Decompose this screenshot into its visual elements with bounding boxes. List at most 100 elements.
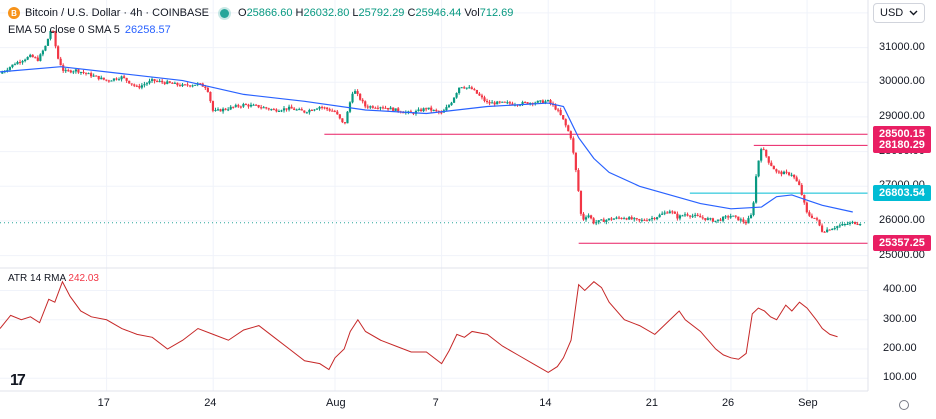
candle-body xyxy=(544,101,547,104)
candle-body xyxy=(574,152,577,171)
chevron-down-icon xyxy=(909,10,918,16)
candle-body xyxy=(308,109,311,113)
candle-body xyxy=(610,218,613,220)
candle-body xyxy=(87,73,90,75)
candle-body xyxy=(447,105,451,108)
candle-body xyxy=(485,100,489,103)
candle-body xyxy=(798,181,801,186)
candle-body xyxy=(336,111,339,115)
candle-body xyxy=(419,109,423,112)
candle-body xyxy=(709,218,712,220)
candle-body xyxy=(622,218,626,220)
candle-body xyxy=(719,219,722,221)
candle-body xyxy=(699,215,702,218)
candle-body xyxy=(285,108,288,110)
time-tick-label: 7 xyxy=(432,397,439,409)
candle-body xyxy=(658,214,661,218)
candle-body xyxy=(315,108,319,110)
candle-body xyxy=(554,105,557,110)
candle-body xyxy=(166,81,169,84)
candle-body xyxy=(133,84,136,86)
candle-body xyxy=(254,104,258,106)
candle-body xyxy=(633,218,636,220)
bitcoin-icon: B xyxy=(8,7,20,19)
candle-body xyxy=(143,84,146,86)
atr-tick-label: 400.00 xyxy=(883,283,917,296)
candle-body xyxy=(13,64,17,66)
atr-legend[interactable]: ATR 14 RMA 242.03 xyxy=(8,273,99,284)
candle-body xyxy=(856,224,859,226)
indicator-legend[interactable]: EMA 50 close 0 SMA 5 26258.57 xyxy=(8,24,171,36)
candle-body xyxy=(341,118,344,123)
candle-body xyxy=(29,54,32,58)
candle-body xyxy=(427,107,430,110)
ema-50-line xyxy=(0,66,853,213)
candle-body xyxy=(498,101,501,103)
candle-body xyxy=(353,91,357,94)
candle-body xyxy=(564,119,567,126)
candle-body xyxy=(79,71,83,73)
candle-body xyxy=(290,106,293,109)
candle-body xyxy=(90,73,93,77)
candle-body xyxy=(77,69,80,73)
candle-body xyxy=(650,218,654,220)
candle-body xyxy=(450,102,453,106)
candle-body xyxy=(473,89,476,91)
candle-body xyxy=(582,213,585,220)
tradingview-logo[interactable]: 17 xyxy=(10,372,26,389)
candle-body xyxy=(150,79,154,81)
candle-body xyxy=(826,229,829,233)
candle-body xyxy=(506,102,509,104)
candle-body xyxy=(394,108,397,111)
candle-body xyxy=(326,107,329,110)
symbol-title[interactable]: Bitcoin / U.S. Dollar · 4h · COINBASE xyxy=(25,7,209,19)
price-level-tag[interactable]: 26803.54 xyxy=(873,185,931,202)
symbol-legend[interactable]: B Bitcoin / U.S. Dollar · 4h · COINBASE … xyxy=(8,7,513,19)
candle-body xyxy=(16,61,19,65)
candle-body xyxy=(303,110,306,113)
time-tick-label: 26 xyxy=(721,397,735,409)
candle-body xyxy=(57,46,60,59)
price-level-tag[interactable]: 25357.25 xyxy=(873,235,931,252)
candle-body xyxy=(810,215,814,218)
candle-body xyxy=(785,171,788,173)
candle-body xyxy=(780,171,783,175)
candle-body xyxy=(338,114,341,119)
candle-body xyxy=(361,99,364,102)
candle-body xyxy=(468,87,471,89)
candle-body xyxy=(691,215,694,217)
candle-body xyxy=(440,112,443,114)
candle-body xyxy=(181,84,184,87)
candle-body xyxy=(491,102,494,104)
candle-body xyxy=(828,229,831,231)
candle-body xyxy=(249,104,253,107)
price-level-tag[interactable]: 28180.29 xyxy=(873,137,931,154)
candle-body xyxy=(688,215,692,217)
settings-icon[interactable] xyxy=(899,400,909,410)
atr-line xyxy=(0,280,838,374)
candle-body xyxy=(397,108,400,112)
candle-body xyxy=(300,109,303,111)
candle-body xyxy=(44,45,47,51)
candle-body xyxy=(95,75,98,77)
candle-body xyxy=(742,219,745,222)
candle-body xyxy=(163,82,166,84)
currency-button[interactable]: USD xyxy=(873,3,925,23)
candle-body xyxy=(635,218,638,220)
candle-body xyxy=(252,104,255,106)
candle-body xyxy=(173,82,176,84)
candle-body xyxy=(82,71,85,73)
ohlc-value-o: 25866.60 xyxy=(246,7,293,19)
candle-body xyxy=(645,220,649,222)
candle-body xyxy=(488,102,491,104)
candle-body xyxy=(148,80,151,84)
candle-body xyxy=(694,214,697,216)
candle-body xyxy=(762,149,765,151)
candle-body xyxy=(389,107,392,110)
candle-body xyxy=(381,107,385,109)
candle-body xyxy=(287,106,291,110)
candle-body xyxy=(557,109,560,111)
candle-body xyxy=(701,217,704,219)
